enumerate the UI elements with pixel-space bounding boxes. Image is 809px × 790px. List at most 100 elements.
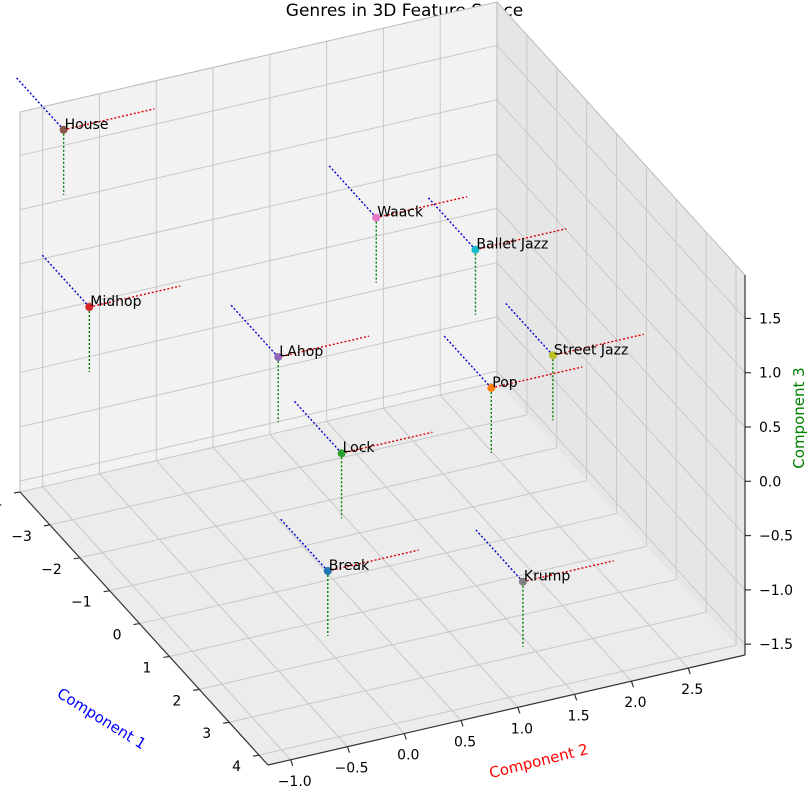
y-tick-label: −1.0 bbox=[278, 774, 312, 790]
grid-line-y bbox=[439, 394, 689, 669]
data-point bbox=[59, 125, 68, 134]
point-label: Waack bbox=[377, 205, 424, 221]
y-axis-label: Component 2 bbox=[487, 740, 590, 782]
grid-line-z bbox=[496, 45, 746, 319]
point-label: Midhop bbox=[90, 294, 141, 310]
data-point bbox=[518, 577, 527, 586]
back-pane bbox=[20, 2, 497, 492]
x-tick-label: 1 bbox=[142, 661, 151, 677]
grid-line-z bbox=[19, 316, 498, 428]
x-tick-label: −4 bbox=[0, 496, 2, 512]
z-tick-label: 0.5 bbox=[759, 420, 781, 436]
grid-line-z bbox=[19, 44, 498, 156]
projection-line-y bbox=[278, 335, 370, 358]
grid-lines bbox=[19, 2, 746, 761]
x-tick-mark bbox=[103, 590, 110, 593]
grid-line-y bbox=[383, 407, 632, 682]
x-tick-mark bbox=[73, 557, 80, 560]
y-tick-label: 2.0 bbox=[624, 695, 646, 711]
grid-line-y bbox=[212, 447, 462, 721]
x-tick-mark bbox=[13, 491, 21, 494]
x-tick-mark bbox=[43, 524, 50, 527]
grid-line-z bbox=[496, 262, 746, 536]
point-label: Break bbox=[329, 558, 370, 574]
y-tick-label: 2.5 bbox=[681, 682, 703, 698]
projection-line-y bbox=[552, 333, 644, 356]
y-tick-mark bbox=[403, 733, 407, 740]
floor-pane bbox=[20, 382, 745, 765]
z-tick-label: 0.0 bbox=[759, 474, 781, 490]
grid-line-z bbox=[496, 153, 746, 428]
grid-line-z bbox=[19, 370, 498, 482]
data-point bbox=[471, 245, 480, 254]
x-tick-mark bbox=[193, 688, 200, 691]
x-tick-label: 4 bbox=[232, 759, 241, 775]
projection-line-y bbox=[341, 431, 433, 454]
grid-line-y bbox=[326, 420, 576, 695]
y-tick-mark bbox=[517, 707, 521, 714]
tick-labels: −4 −3 −2 −1 0 1 2 3 4 −1.0 −0.5 0.0 0.5 1.0 1.5 2.0 2.5 −… bbox=[0, 311, 793, 789]
grid-line-z bbox=[19, 153, 498, 265]
y-tick-label: −0.5 bbox=[335, 761, 369, 777]
data-points bbox=[59, 125, 557, 586]
projection-line-y bbox=[376, 196, 468, 219]
point-label: LAhop bbox=[279, 344, 323, 360]
grid-line-z bbox=[496, 370, 746, 645]
y-tick-label: 1.5 bbox=[567, 708, 589, 724]
y-tick-label: 0.5 bbox=[454, 735, 476, 751]
point-label: Pop bbox=[492, 375, 518, 391]
grid-line-z bbox=[496, 207, 746, 482]
projection-line-y bbox=[522, 560, 614, 583]
x-tick-mark bbox=[133, 622, 140, 626]
point-label: Street Jazz bbox=[554, 342, 628, 358]
y-tick-mark bbox=[346, 746, 351, 753]
y-tick-mark bbox=[290, 759, 294, 766]
grid-line-z bbox=[19, 207, 498, 319]
y-tick-mark bbox=[460, 720, 464, 727]
projection-line-y bbox=[89, 285, 181, 308]
right-pane bbox=[497, 2, 745, 655]
data-point bbox=[274, 353, 283, 362]
data-point bbox=[337, 449, 346, 458]
point-label: Ballet Jazz bbox=[476, 237, 548, 253]
data-point bbox=[372, 213, 381, 222]
grid-line-y bbox=[155, 460, 405, 734]
x-tick-mark bbox=[163, 655, 170, 659]
z-axis-label: Component 3 bbox=[790, 367, 808, 468]
axes bbox=[19, 1, 746, 766]
projection-line-y bbox=[63, 108, 155, 131]
x-tick-mark bbox=[223, 721, 230, 724]
data-point bbox=[85, 303, 94, 311]
grid-line-y bbox=[42, 486, 292, 761]
y-tick-mark bbox=[687, 667, 691, 675]
x-tick-label: −2 bbox=[41, 562, 62, 578]
z-tick-label: 1.5 bbox=[759, 311, 781, 327]
grid-line-z bbox=[496, 99, 746, 374]
data-point bbox=[323, 567, 332, 575]
data-point bbox=[487, 383, 496, 392]
projection-lines bbox=[15, 76, 644, 647]
x-axis-line bbox=[19, 491, 269, 766]
z-tick-label: −1.5 bbox=[759, 637, 793, 653]
pane-edge bbox=[19, 1, 498, 113]
x-tick-label: −1 bbox=[71, 595, 92, 611]
z-tick-label: −1.0 bbox=[759, 583, 793, 599]
y-tick-label: 1.0 bbox=[511, 721, 533, 737]
point-label: Krump bbox=[524, 569, 570, 585]
x-tick-label: 3 bbox=[202, 726, 211, 742]
projection-line-y bbox=[491, 366, 583, 389]
y-tick-mark bbox=[574, 694, 578, 701]
x-tick-mark bbox=[252, 754, 260, 757]
projection-line-y bbox=[327, 549, 419, 572]
data-point bbox=[548, 351, 557, 360]
point-labels: House Ballet Jazz Midhop LAhop Waack Break Loc… bbox=[65, 117, 629, 585]
point-label: House bbox=[65, 117, 109, 133]
x-tick-label: −3 bbox=[11, 529, 32, 545]
x-tick-label: 2 bbox=[172, 693, 181, 709]
grid-line-y bbox=[269, 434, 519, 708]
x-axis-label: Component 1 bbox=[54, 684, 150, 753]
y-tick-mark bbox=[630, 681, 634, 688]
x-tick-label: 0 bbox=[113, 628, 122, 644]
y-tick-label: 0.0 bbox=[397, 748, 419, 764]
